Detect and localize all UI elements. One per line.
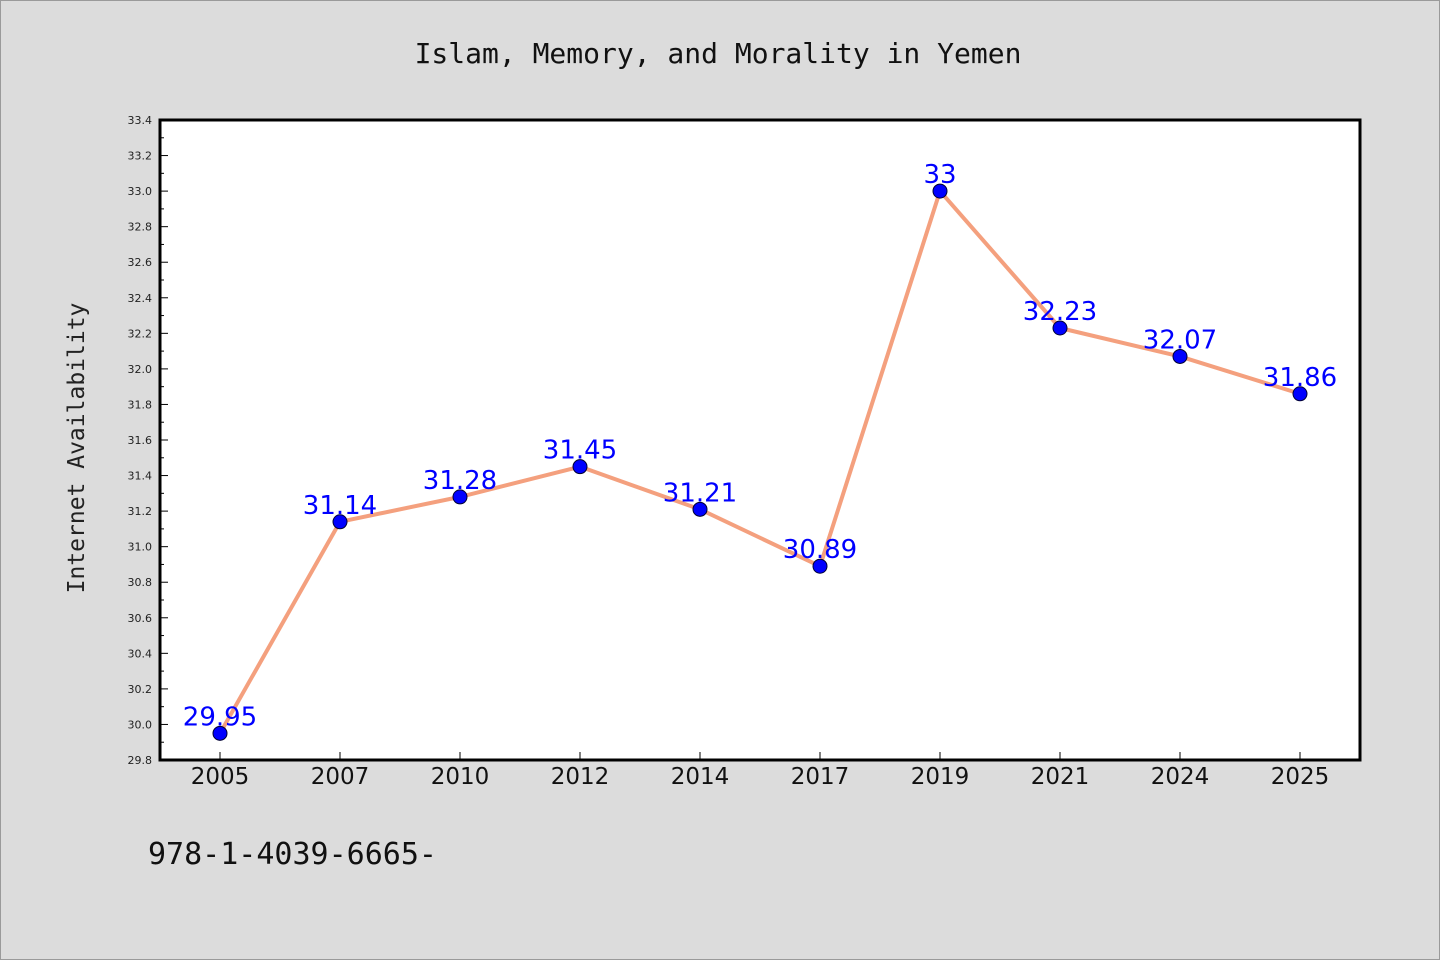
series-line-group [218,189,1301,735]
x-axis: 2005 2007 2010 2012 2014 2017 2019 2021 2024 2025 [191,752,1330,790]
y-tick-label: 33.4 [128,114,153,127]
y-tick-label: 33.0 [128,185,153,198]
y-tick-label: 30.6 [128,612,153,625]
data-label: 32.07 [1143,325,1217,355]
x-tick-label: 2005 [191,764,250,790]
y-axis-label: Internet Availability [64,303,90,594]
data-point-marker [1052,320,1068,336]
y-tick-label: 31.4 [128,470,153,483]
y-tick-label: 32.0 [128,363,153,376]
y-tick-label: 30.8 [128,576,153,589]
plot-area [160,120,1360,760]
y-tick-label: 31.0 [128,541,153,554]
x-tick-label: 2017 [791,764,850,790]
y-tick-label: 31.8 [128,398,153,411]
y-tick-label: 30.4 [128,647,153,660]
x-tick-label: 2021 [1031,764,1090,790]
data-point-marker [572,459,588,475]
data-label: 33 [923,160,956,190]
data-label: 31.86 [1263,363,1337,393]
data-label: 29.95 [183,702,257,732]
x-tick-label: 2025 [1271,764,1330,790]
data-label: 30.89 [783,535,857,565]
y-tick-label: 30.2 [128,683,153,696]
y-tick-label: 31.2 [128,505,153,518]
data-label: 31.28 [423,466,497,496]
data-point-marker [932,183,948,199]
y-tick-label: 33.2 [128,150,153,163]
y-tick-label: 32.6 [128,256,153,269]
data-label: 31.14 [303,491,377,521]
data-point-marker [1172,348,1188,364]
series-line [218,189,1301,735]
plot-border [158,118,1362,762]
x-tick-label: 2007 [311,764,370,790]
x-tick-label: 2024 [1151,764,1210,790]
data-point-marker [1292,386,1308,402]
data-point-marker [812,558,828,574]
data-point-marker [212,725,228,741]
x-tick-label: 2012 [551,764,610,790]
chart-title: Islam, Memory, and Morality in Yemen [415,37,1022,70]
x-tick-label: 2010 [431,764,490,790]
data-label: 32.23 [1023,297,1097,327]
y-tick-label: 30.0 [128,718,153,731]
y-tick-label: 31.6 [128,434,153,447]
data-label-group: 29.95 31.14 31.28 31.45 31.21 30.89 33 32.23 32.… [183,160,1337,732]
isbn-annotation: 978-1-4039-6665- [148,837,437,872]
y-tick-label: 29.8 [128,754,153,767]
y-tick-label: 32.4 [128,292,153,305]
data-label: 31.21 [663,478,737,508]
y-tick-label: 32.8 [128,221,153,234]
data-label: 31.45 [543,436,617,466]
x-tick-label: 2019 [911,764,970,790]
marker-group [212,183,1308,741]
data-point-marker [452,489,468,505]
data-point-marker [332,514,348,530]
x-tick-label: 2014 [671,764,730,790]
y-tick-label: 32.2 [128,327,153,340]
data-point-marker [692,501,708,517]
